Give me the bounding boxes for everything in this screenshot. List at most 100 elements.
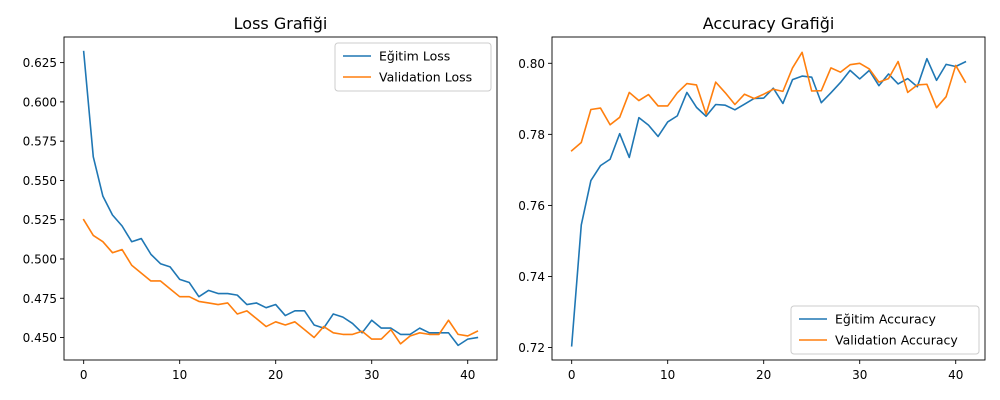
- loss-chart: Loss Grafiği 0 10 20 30 40 0.450 0.475 0.500 0.52…: [23, 14, 498, 382]
- data-point: [285, 324, 287, 326]
- chart-title: Accuracy Grafiği: [703, 14, 835, 33]
- x-tick-label: 0: [80, 368, 88, 382]
- data-point: [859, 78, 861, 80]
- data-point: [725, 104, 727, 106]
- data-point: [371, 338, 373, 340]
- data-point: [657, 105, 659, 107]
- y-tick-label: 0.600: [23, 95, 57, 109]
- data-point: [333, 332, 335, 334]
- data-point: [638, 100, 640, 102]
- data-point: [237, 313, 239, 315]
- data-point: [600, 165, 602, 167]
- plot-frame: [63, 36, 498, 361]
- data-point: [782, 91, 784, 93]
- data-point: [390, 327, 392, 329]
- data-point: [112, 214, 114, 216]
- data-point: [955, 65, 957, 67]
- data-point: [256, 302, 258, 304]
- data-point: [696, 84, 698, 86]
- data-point: [198, 301, 200, 303]
- data-point: [917, 84, 919, 86]
- data-point: [467, 335, 469, 337]
- data-point: [965, 61, 967, 63]
- x-tick-label: 30: [852, 368, 867, 382]
- data-point: [676, 92, 678, 94]
- data-point: [131, 264, 133, 266]
- legend-label: Eğitim Accuracy: [835, 312, 936, 327]
- data-point: [609, 158, 611, 160]
- data-point: [256, 318, 258, 320]
- data-point: [888, 78, 890, 80]
- legend-box: [334, 42, 492, 92]
- data-point: [467, 338, 469, 340]
- series-line-validation: [82, 218, 479, 345]
- data-point: [217, 293, 219, 295]
- x-tick-label: 20: [756, 368, 771, 382]
- data-point: [352, 334, 354, 336]
- data-point: [419, 327, 421, 329]
- data-point: [619, 133, 621, 135]
- data-point: [571, 150, 573, 152]
- y-tick-label: 0.72: [518, 341, 545, 355]
- data-point: [102, 195, 104, 197]
- data-point: [926, 58, 928, 60]
- legend-label: Eğitim Loss: [379, 49, 450, 64]
- data-point: [657, 136, 659, 138]
- data-point: [313, 337, 315, 339]
- data-point: [400, 343, 402, 345]
- data-point: [609, 124, 611, 126]
- data-point: [477, 337, 479, 339]
- data-point: [294, 310, 296, 312]
- data-point: [294, 321, 296, 323]
- data-point: [715, 81, 717, 83]
- data-point: [792, 67, 794, 69]
- data-point: [744, 93, 746, 95]
- data-point: [897, 61, 899, 63]
- data-point: [715, 104, 717, 106]
- data-point: [265, 326, 267, 328]
- data-point: [926, 83, 928, 85]
- y-tick-label: 0.500: [23, 252, 57, 266]
- data-point: [859, 62, 861, 64]
- y-tick-label: 0.76: [518, 199, 545, 213]
- data-point: [897, 83, 899, 85]
- data-point: [457, 334, 459, 336]
- data-point: [333, 313, 335, 315]
- data-point: [801, 75, 803, 77]
- legend: Eğitim Loss Validation Loss: [334, 42, 492, 92]
- data-point: [753, 98, 755, 100]
- data-point: [409, 335, 411, 337]
- data-point: [361, 330, 363, 332]
- legend-label: Validation Accuracy: [835, 333, 958, 348]
- data-point: [945, 96, 947, 98]
- data-point: [313, 324, 315, 326]
- y-tick-label: 0.450: [23, 331, 57, 345]
- data-point: [590, 109, 592, 111]
- data-point: [686, 83, 688, 85]
- x-tick-label: 40: [948, 368, 963, 382]
- data-point: [160, 263, 162, 265]
- data-point: [429, 332, 431, 334]
- data-point: [323, 326, 325, 328]
- data-point: [667, 105, 669, 107]
- data-point: [705, 113, 707, 115]
- data-point: [179, 279, 181, 281]
- data-point: [246, 304, 248, 306]
- chart-title: Loss Grafiği: [234, 14, 328, 33]
- data-point: [734, 104, 736, 106]
- plot-frame: [551, 36, 986, 361]
- data-point: [945, 64, 947, 66]
- data-point: [121, 249, 123, 251]
- data-point: [763, 93, 765, 95]
- data-point: [265, 307, 267, 309]
- legend: Eğitim Accuracy Validation Accuracy: [790, 305, 980, 355]
- data-point: [227, 293, 229, 295]
- y-tick-label: 0.525: [23, 213, 57, 227]
- data-point: [888, 73, 890, 75]
- data-point: [676, 115, 678, 117]
- data-point: [821, 90, 823, 92]
- data-point: [830, 67, 832, 69]
- data-point: [600, 107, 602, 109]
- x-tick-label: 0: [568, 368, 576, 382]
